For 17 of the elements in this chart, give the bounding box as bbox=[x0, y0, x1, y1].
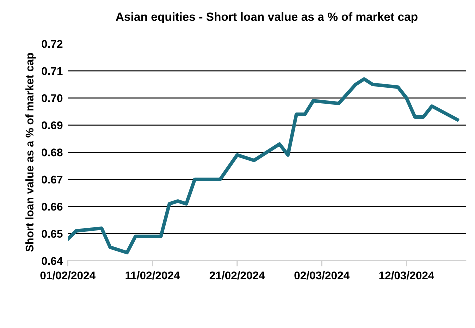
x-tick-label: 11/02/2024 bbox=[126, 271, 180, 280]
x-tick-label: 01/02/2024 bbox=[40, 271, 96, 280]
y-tick-label: 0.71 bbox=[42, 67, 63, 76]
y-tick-label: 0.72 bbox=[42, 40, 63, 48]
line-series bbox=[68, 78, 460, 255]
y-tick-label: 0.65 bbox=[42, 230, 63, 238]
y-axis-title: Short loan value as a % of market cap bbox=[26, 53, 36, 252]
y-tick-label: 0.66 bbox=[42, 203, 63, 211]
y-tick-label: 0.64 bbox=[42, 257, 64, 266]
x-tick-label: 02/03/2024 bbox=[294, 271, 350, 280]
y-tick-label: 0.70 bbox=[42, 94, 63, 102]
y-tick-label: 0.67 bbox=[42, 176, 63, 184]
x-tick-label: 12/03/2024 bbox=[380, 271, 434, 280]
x-tick-label: 21/02/2024 bbox=[210, 271, 266, 280]
y-tick-label: 0.69 bbox=[42, 122, 63, 130]
y-tick-label: 0.68 bbox=[42, 148, 63, 157]
chart-title: Asian equities - Short loan value as a % of market cap bbox=[116, 12, 418, 24]
